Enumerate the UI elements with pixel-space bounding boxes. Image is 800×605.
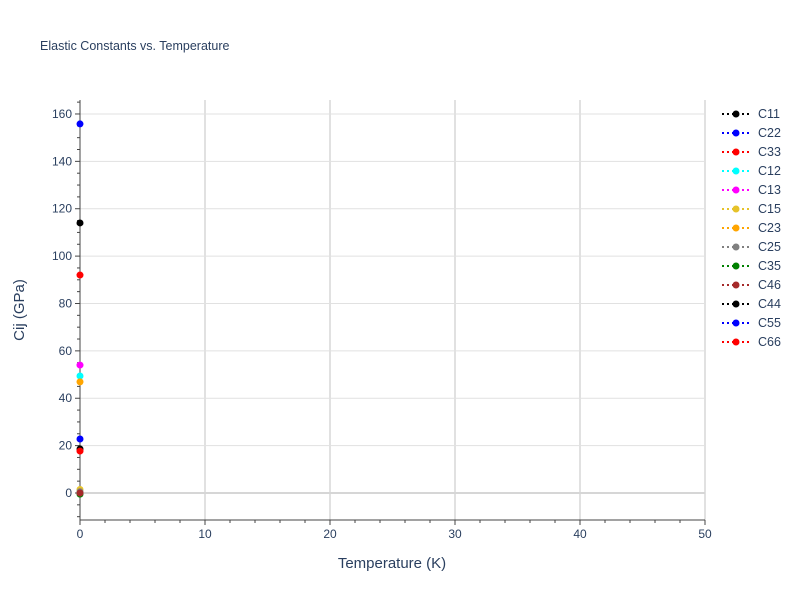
data-point-c23: [76, 378, 84, 386]
legend-marker: [732, 186, 740, 194]
x-tick-label: 30: [448, 527, 462, 541]
data-point-c13: [76, 361, 84, 369]
legend-marker: [732, 205, 740, 213]
legend-label: C44: [758, 297, 781, 311]
x-tick-label: 20: [323, 527, 337, 541]
legend-label: C11: [758, 107, 780, 121]
data-point-c12: [76, 372, 84, 380]
legend-label: C12: [758, 164, 781, 178]
y-tick-label: 20: [59, 439, 73, 453]
legend-item-c12[interactable]: C12: [722, 164, 781, 178]
legend-marker: [732, 319, 740, 327]
data-point-c11: [76, 219, 84, 227]
y-tick-label: 0: [65, 486, 72, 500]
x-axis-label: Temperature (K): [338, 555, 446, 572]
legend-label: C23: [758, 221, 781, 235]
legend-item-c44[interactable]: C44: [722, 297, 781, 311]
data-points: [76, 120, 84, 498]
legend-label: C33: [758, 145, 781, 159]
legend-item-c15[interactable]: C15: [722, 202, 781, 216]
legend-label: C25: [758, 240, 781, 254]
chart-title: Elastic Constants vs. Temperature: [40, 39, 229, 53]
legend-marker: [732, 262, 740, 270]
data-point-c46: [76, 489, 84, 497]
legend-item-c13[interactable]: C13: [722, 183, 781, 197]
y-tick-label: 40: [59, 391, 73, 405]
legend: C11 C22 C33 C12 C13 C15 C23 C25 C35 C46 C44 C55 C66: [722, 107, 781, 349]
x-tick-label: 40: [573, 527, 587, 541]
legend-item-c55[interactable]: C55: [722, 316, 781, 330]
legend-item-c23[interactable]: C23: [722, 221, 781, 235]
legend-marker: [732, 281, 740, 289]
legend-label: C15: [758, 202, 781, 216]
x-tick-label: 10: [198, 527, 212, 541]
legend-marker: [732, 148, 740, 156]
y-tick-label: 80: [59, 296, 73, 310]
x-tick-label: 50: [698, 527, 712, 541]
legend-item-c25[interactable]: C25: [722, 240, 781, 254]
legend-item-c35[interactable]: C35: [722, 259, 781, 273]
legend-item-c22[interactable]: C22: [722, 126, 781, 140]
y-axis-label: Cij (GPa): [11, 279, 28, 341]
legend-item-c11[interactable]: C11: [722, 107, 780, 121]
legend-item-c66[interactable]: C66: [722, 335, 781, 349]
data-point-c66: [76, 447, 84, 455]
legend-marker: [732, 338, 740, 346]
y-tick-label: 140: [52, 154, 72, 168]
legend-label: C46: [758, 278, 781, 292]
grid: [80, 100, 706, 520]
legend-label: C13: [758, 183, 781, 197]
y-tick-label: 60: [59, 344, 73, 358]
legend-label: C55: [758, 316, 781, 330]
legend-item-c33[interactable]: C33: [722, 145, 781, 159]
legend-marker: [732, 300, 740, 308]
legend-marker: [732, 129, 740, 137]
legend-label: C66: [758, 335, 781, 349]
x-tick-label: 0: [77, 527, 84, 541]
legend-marker: [732, 243, 740, 251]
legend-marker: [732, 110, 740, 118]
legend-marker: [732, 167, 740, 175]
legend-marker: [732, 224, 740, 232]
data-point-c33: [76, 271, 84, 279]
y-tick-label: 120: [52, 202, 72, 216]
y-tick-label: 100: [52, 249, 72, 263]
y-tick-label: 160: [52, 107, 72, 121]
legend-item-c46[interactable]: C46: [722, 278, 781, 292]
legend-label: C35: [758, 259, 781, 273]
legend-label: C22: [758, 126, 781, 140]
data-point-c55: [76, 435, 84, 443]
axes: 0 10 20 30 40 50 0 20 40 60 80 100 120 140 160: [52, 100, 712, 541]
data-point-c22: [76, 120, 84, 128]
